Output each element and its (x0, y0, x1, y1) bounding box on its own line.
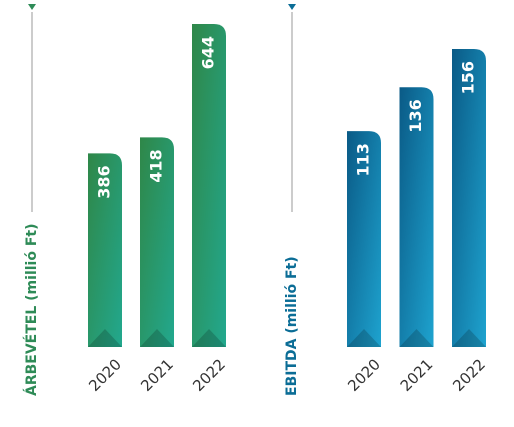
value-label: 136 (406, 99, 425, 132)
axis-label: EBITDA (millió Ft) (284, 256, 300, 396)
bar (140, 137, 174, 347)
bar-decoration (452, 329, 486, 347)
bar-decoration (347, 329, 381, 347)
x-tick-label: 2022 (449, 355, 489, 395)
value-label: 418 (147, 149, 166, 182)
bar (347, 131, 381, 347)
bar (192, 24, 226, 347)
x-tick-label: 2022 (189, 355, 229, 395)
axis-marker (28, 4, 36, 10)
x-tick-label: 2021 (397, 355, 437, 395)
bar-decoration (88, 329, 122, 347)
x-tick-label: 2020 (344, 355, 384, 395)
bar (88, 153, 122, 347)
value-label: 113 (354, 143, 373, 176)
axis-label: ÁRBEVÉTEL (millió Ft) (23, 224, 40, 396)
bar-decoration (140, 329, 174, 347)
bar (452, 49, 486, 347)
bar-decoration (399, 329, 434, 347)
bar (399, 87, 434, 347)
x-tick-label: 2020 (85, 355, 125, 395)
axis-marker (288, 4, 296, 10)
bar-decoration (192, 329, 226, 347)
value-label: 386 (95, 165, 114, 198)
x-tick-label: 2021 (137, 355, 177, 395)
value-label: 156 (459, 61, 478, 94)
value-label: 644 (199, 36, 218, 69)
